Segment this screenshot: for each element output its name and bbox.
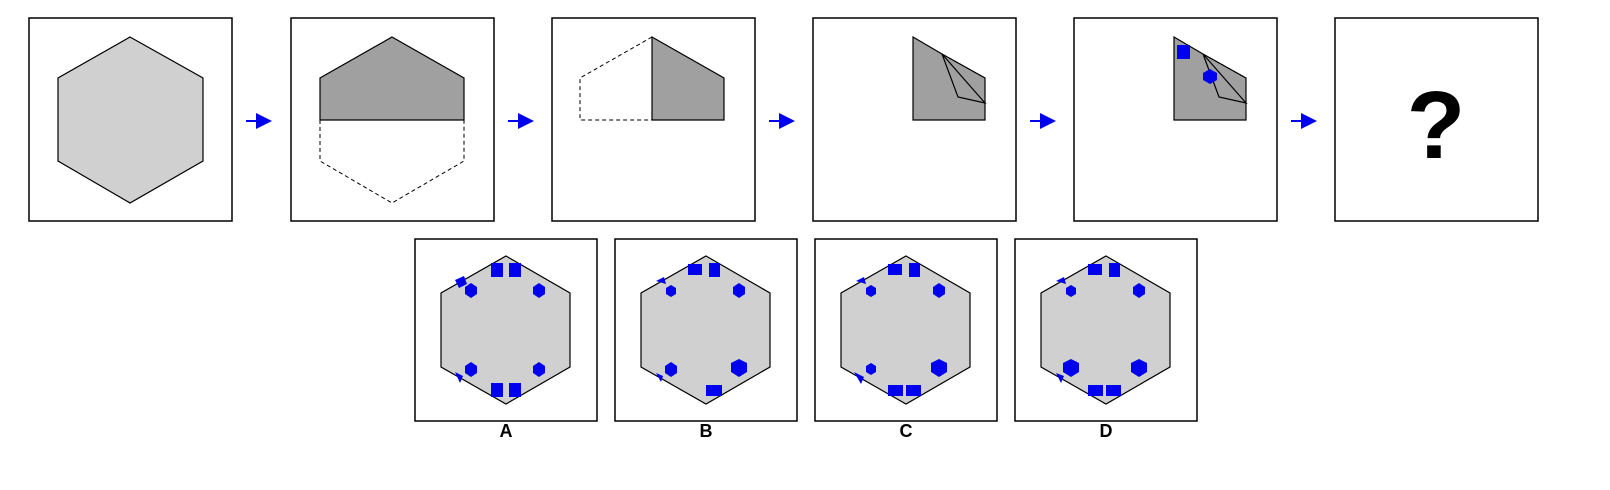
square-hole [688, 264, 702, 275]
edge-notch [1056, 373, 1064, 383]
square-hole [509, 383, 521, 397]
option-d-label[interactable]: D [1099, 421, 1113, 441]
step-5-panel [1073, 17, 1278, 222]
edge-notch [1056, 277, 1066, 284]
edge-notch [656, 277, 666, 284]
hexagon-hole [733, 283, 745, 298]
fold-flap [941, 53, 987, 104]
dashed-corner [941, 53, 986, 103]
question-panel: ? [1334, 17, 1539, 222]
hexagon-hole [1066, 285, 1076, 297]
hexagon-hole [866, 363, 876, 375]
hexagon-hole [866, 285, 876, 297]
hexagon-hole [1131, 359, 1147, 377]
hexagon-hole [731, 359, 747, 377]
hexagon-hole [533, 362, 545, 377]
edge-notch [854, 372, 864, 384]
square-hole [491, 383, 503, 397]
option-a[interactable] [414, 238, 598, 422]
square-hole [1177, 45, 1190, 59]
option-b[interactable] [614, 238, 798, 422]
square-hole [1109, 263, 1120, 277]
hexagon-hole [665, 362, 677, 377]
hexagon-hole [931, 359, 947, 377]
hexagon-hole [1203, 69, 1217, 84]
square-hole [706, 385, 722, 396]
hexagon-hole [933, 283, 945, 298]
step-2-panel [290, 17, 495, 222]
square-hole [888, 385, 903, 396]
option-c[interactable] [814, 238, 998, 422]
option-c-label[interactable]: C [899, 421, 913, 441]
square-hole [1088, 264, 1102, 275]
hexagon-hole [1133, 283, 1145, 298]
option-d[interactable] [1014, 238, 1198, 422]
hexagon-hole [666, 285, 676, 297]
step-4-panel [812, 17, 1017, 222]
square-hole [1106, 385, 1121, 396]
square-hole [509, 263, 521, 277]
square-hole [888, 264, 902, 275]
edge-notch [856, 277, 866, 284]
folded-quarter [651, 35, 725, 121]
edge-notch [455, 276, 467, 288]
square-hole [491, 263, 503, 277]
hexagon-hole [465, 283, 477, 298]
square-hole [906, 385, 921, 396]
option-a-label[interactable]: A [499, 421, 513, 441]
hexagon-hole [1063, 359, 1079, 377]
dashed-corner [1202, 53, 1247, 103]
step-1-panel [28, 17, 233, 222]
hexagon-hole [465, 362, 477, 377]
step-3-panel [551, 17, 756, 222]
option-b-label[interactable]: B [699, 421, 713, 441]
square-hole [1088, 385, 1103, 396]
edge-notch [656, 373, 663, 382]
folded-top-half [319, 36, 465, 121]
hexagon-hole [533, 283, 545, 298]
edge-notch [455, 372, 463, 383]
question-mark: ? [1407, 72, 1466, 179]
square-hole [909, 263, 920, 277]
full-hexagon [57, 36, 204, 204]
square-hole [709, 263, 720, 277]
